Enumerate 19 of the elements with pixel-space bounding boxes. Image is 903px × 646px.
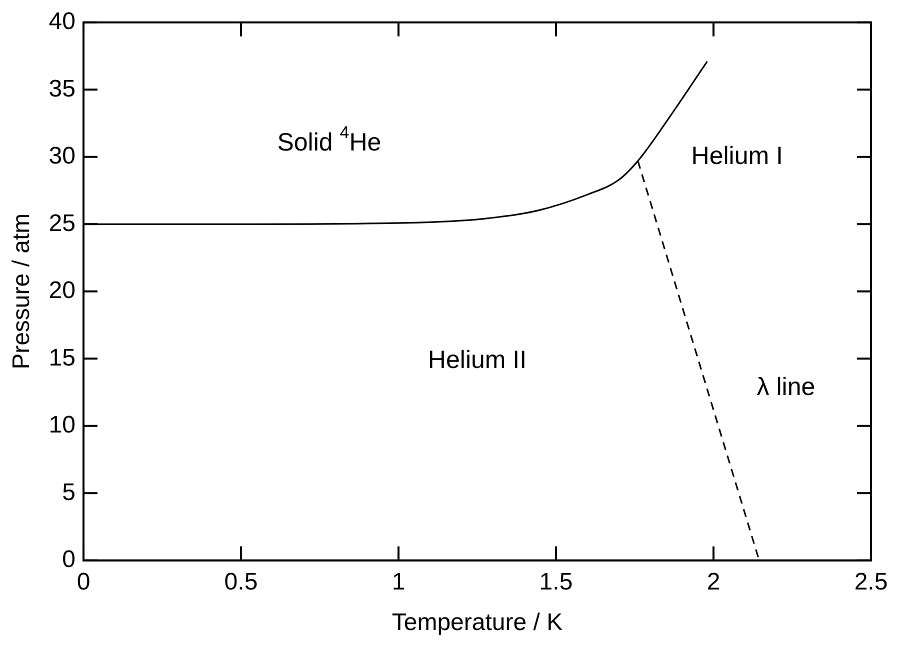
x-tick-label: 0.5	[224, 568, 258, 596]
y-tick-label: 25	[48, 210, 76, 237]
y-tick-label: 0	[62, 546, 76, 574]
y-axis-title: Pressure / atm	[8, 213, 36, 370]
y-tick-label: 35	[48, 75, 76, 102]
x-tick-label: 1	[392, 568, 406, 596]
annotation: λ line	[756, 373, 816, 402]
annotation: Helium I	[691, 142, 783, 170]
annotation: Helium II	[428, 346, 527, 374]
x-axis-title: Temperature / K	[392, 609, 563, 636]
y-tick-label: 40	[48, 8, 76, 36]
y-tick-label: 5	[62, 478, 76, 506]
x-tick-label: 2.5	[854, 568, 888, 596]
y-tick-label: 20	[48, 277, 76, 304]
x-tick-label: 2	[706, 568, 720, 596]
x-tick-label: 1.5	[539, 568, 573, 596]
y-tick-label: 30	[48, 142, 76, 170]
y-tick-label: 10	[48, 412, 76, 439]
y-tick-label: 15	[48, 344, 76, 372]
